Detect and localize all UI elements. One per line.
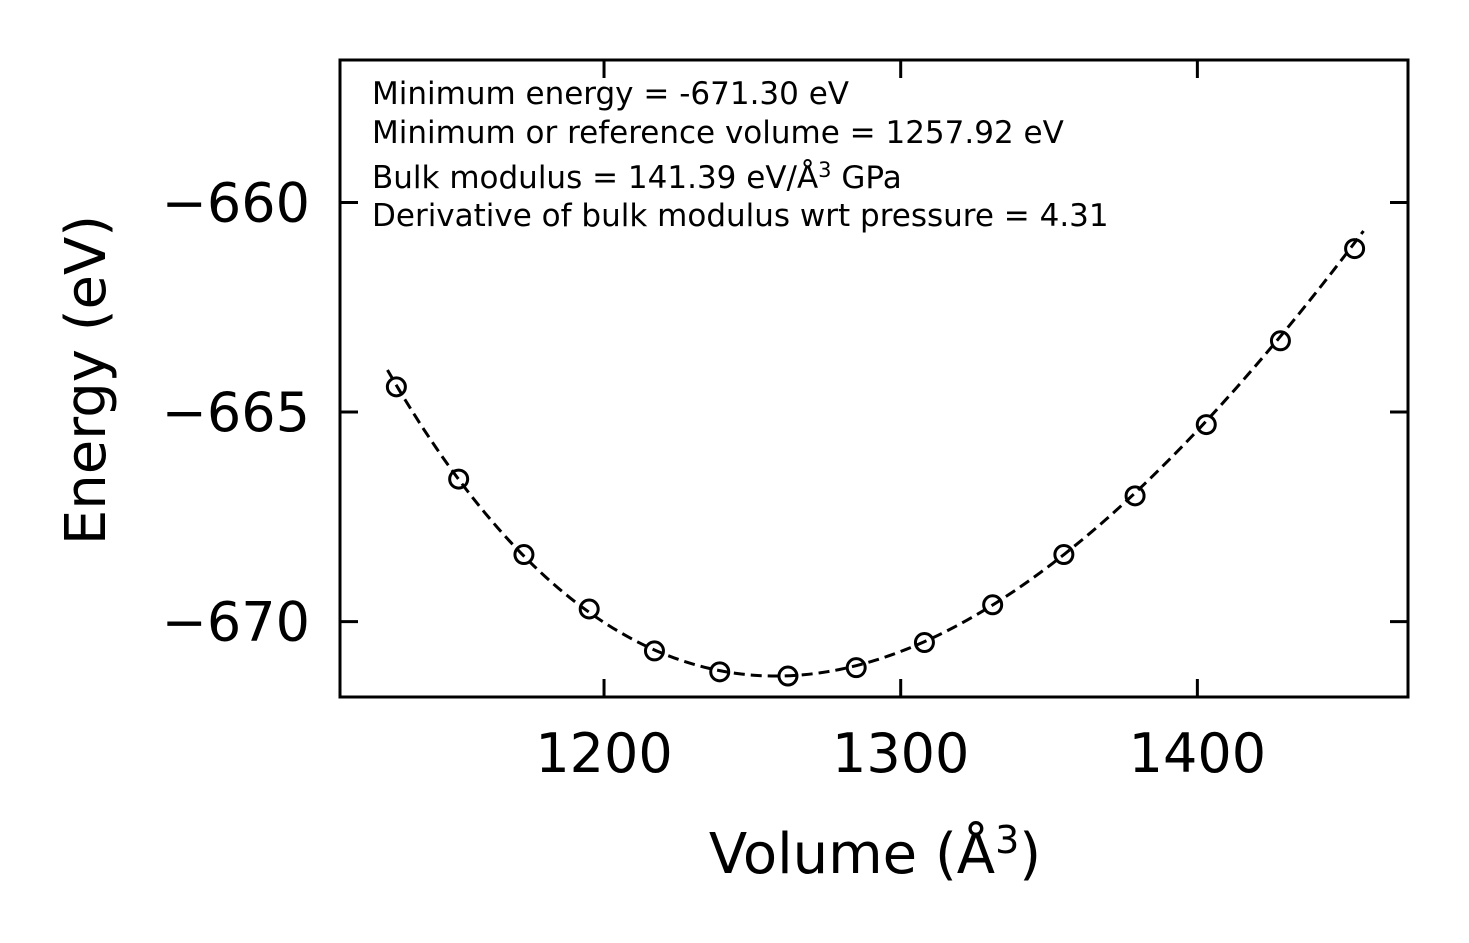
- annotation-bulk-modulus-derivative: Derivative of bulk modulus wrt pressure …: [372, 198, 1109, 234]
- data-point: [448, 468, 470, 490]
- x-axis-label-close: ): [1019, 822, 1041, 887]
- annotation-bulk-modulus-rest: GPa: [832, 160, 902, 196]
- data-point: [1195, 414, 1217, 436]
- data-point: [845, 657, 867, 679]
- data-point: [709, 661, 731, 683]
- annotation-minimum-energy: Minimum energy = -671.30 eV: [372, 76, 849, 112]
- data-point: [513, 544, 535, 566]
- data-point: [385, 376, 407, 398]
- data-point: [643, 640, 665, 662]
- points-layer: [385, 238, 1366, 687]
- x-tick-label: 1400: [1129, 722, 1266, 785]
- x-axis-label: Volume (Å3): [709, 818, 1041, 887]
- x-axis-label-sup: 3: [995, 818, 1019, 862]
- ticks-layer: 1200 1300 1400 −660 −665 −670: [162, 60, 1408, 785]
- data-point: [578, 598, 600, 620]
- annotation-bulk-modulus-sup: 3: [818, 158, 831, 182]
- data-point: [982, 594, 1004, 616]
- y-tick-label: −670: [162, 591, 310, 654]
- annotation-bulk-modulus: Bulk modulus = 141.39 eV/Å3 GPa: [372, 158, 902, 196]
- annotation-block: Minimum energy = -671.30 eV Minimum or r…: [372, 76, 1109, 234]
- y-tick-label: −660: [162, 171, 310, 234]
- data-point: [1053, 544, 1075, 566]
- data-point: [913, 632, 935, 654]
- fit-layer: [386, 230, 1365, 678]
- annotation-bulk-modulus-base: Bulk modulus = 141.39 eV/Å: [372, 160, 818, 196]
- y-axis-label: Energy (eV): [54, 215, 119, 545]
- x-axis-label-base: Volume (Å: [709, 821, 995, 887]
- data-point: [1344, 238, 1366, 260]
- x-tick-label: 1200: [535, 722, 672, 785]
- annotation-reference-volume: Minimum or reference volume = 1257.92 eV: [372, 115, 1064, 151]
- data-point: [1124, 485, 1146, 507]
- x-tick-label: 1300: [832, 722, 969, 785]
- data-point: [777, 665, 799, 687]
- plot-frame: [338, 58, 1410, 699]
- fit-curve: [386, 230, 1365, 678]
- y-tick-label: −665: [162, 381, 310, 444]
- data-point: [1269, 330, 1291, 352]
